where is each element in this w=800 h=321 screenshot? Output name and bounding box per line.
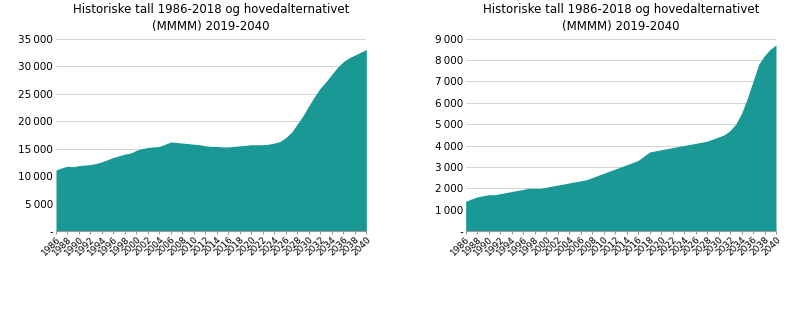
Title: Trøndelags befolkning som er 80-90 år.
Historiske tall 1986-2018 og hovedalterna: Trøndelags befolkning som er 80-90 år. H… xyxy=(73,0,350,33)
Title: Trøndelags befolkning som er over 90 år.
Historiske tall 1986-2018 og hovedalter: Trøndelags befolkning som er over 90 år.… xyxy=(482,0,759,33)
